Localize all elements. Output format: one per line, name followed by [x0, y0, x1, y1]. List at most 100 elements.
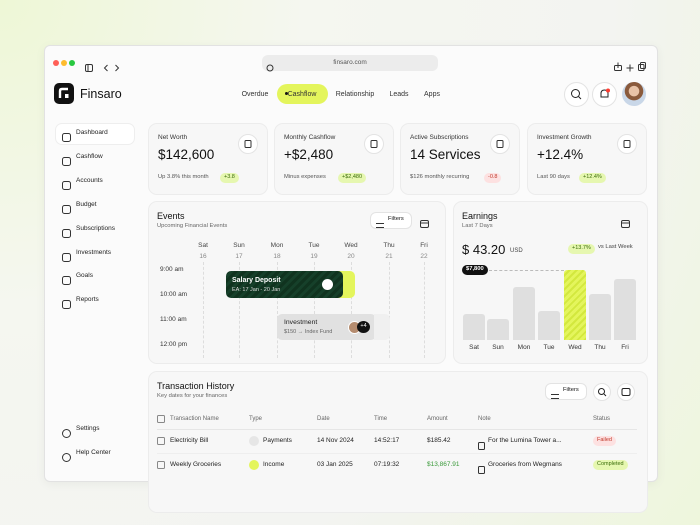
- icon-glyph: [62, 453, 71, 462]
- card-note: Minus expenses: [284, 174, 326, 180]
- row-checkbox[interactable]: [157, 437, 165, 445]
- day-name: Sun: [233, 242, 245, 249]
- column-header[interactable]: Type: [249, 416, 263, 422]
- row-divider: [157, 453, 637, 454]
- tabs-button[interactable]: [638, 58, 646, 71]
- event-detail: $150 → Index Fund: [284, 329, 333, 335]
- notification-button[interactable]: [592, 82, 617, 107]
- calendar-button[interactable]: [420, 215, 429, 228]
- card-badge: +12.4%: [579, 173, 606, 183]
- bar-value-label: $7,800: [462, 265, 488, 275]
- nav-item[interactable]: Leads: [389, 91, 409, 98]
- icon-glyph: [62, 205, 71, 214]
- bar: [513, 287, 535, 340]
- transaction-name: Electricity Bill: [170, 437, 209, 444]
- bar: [589, 294, 611, 340]
- nav-item[interactable]: Cashflow: [287, 91, 317, 98]
- column-header[interactable]: Transaction Name: [170, 416, 219, 422]
- calendar-button[interactable]: [617, 383, 635, 401]
- column-header[interactable]: Date: [317, 416, 330, 422]
- events-subtitle: Upcoming Financial Events: [157, 223, 228, 229]
- event-title: Salary Deposit: [232, 277, 281, 284]
- day-gridline: [351, 262, 352, 358]
- card-glyph: [623, 140, 631, 148]
- card-icon: [238, 134, 258, 154]
- earnings-change: +13.7%: [568, 244, 595, 254]
- day-gridline: [203, 262, 204, 358]
- bar-label: Sun: [492, 344, 504, 351]
- calendar-button[interactable]: [621, 215, 630, 228]
- search-button[interactable]: [593, 383, 611, 401]
- back-button[interactable]: [103, 59, 109, 72]
- share-button[interactable]: [614, 58, 622, 71]
- card-note: $126 monthly recurring: [410, 174, 470, 180]
- search-button[interactable]: [564, 82, 589, 107]
- logo-glyph: [58, 87, 69, 98]
- transaction-name: Weekly Groceries: [170, 461, 222, 468]
- nav-active-dot: [285, 92, 288, 95]
- app-name: Finsaro: [80, 87, 122, 101]
- table-cell: 14 Nov 2024: [317, 437, 354, 444]
- sidebar-item[interactable]: Subscriptions: [76, 225, 116, 232]
- table-cell: 03 Jan 2025: [317, 461, 353, 468]
- nav-item[interactable]: Relationship: [335, 91, 375, 98]
- bar-label: Fri: [621, 344, 629, 351]
- card-note: Up 3.8% this month: [158, 174, 209, 180]
- sidebar-toggle[interactable]: [85, 59, 93, 72]
- column-header[interactable]: Note: [478, 416, 491, 422]
- day-date: 20: [347, 253, 355, 260]
- column-header[interactable]: Status: [593, 416, 611, 422]
- day-gridline: [314, 262, 315, 358]
- sidebar-item[interactable]: Accounts: [76, 177, 103, 184]
- logo-mark: [54, 83, 74, 104]
- header-divider: [157, 429, 637, 430]
- sidebar-item[interactable]: Budget: [76, 201, 97, 208]
- forward-button[interactable]: [114, 59, 120, 72]
- sidebar-icon: [62, 449, 71, 462]
- column-header[interactable]: Amount: [427, 416, 448, 422]
- type-icon: [249, 436, 259, 446]
- sidebar-item[interactable]: Help Center: [76, 449, 111, 456]
- sidebar-icon: [62, 225, 71, 238]
- window-dot: [61, 60, 67, 66]
- card-value: $142,600: [158, 147, 215, 162]
- new-tab-button[interactable]: [626, 59, 634, 72]
- card-glyph: [244, 140, 252, 148]
- sidebar-item[interactable]: Settings: [76, 425, 100, 432]
- sidebar-icon: [62, 201, 71, 214]
- sidebar-item[interactable]: Investments: [76, 249, 112, 256]
- events-filter-button[interactable]: [370, 212, 412, 229]
- sidebar-item[interactable]: Dashboard: [76, 129, 108, 136]
- card-glyph: [496, 140, 504, 148]
- day-date: 17: [235, 253, 243, 260]
- day-gridline: [239, 262, 240, 358]
- row-checkbox[interactable]: [157, 461, 165, 469]
- search-glyph: [598, 388, 607, 397]
- card-title: Active Subscriptions: [410, 134, 469, 141]
- status-badge: Failed: [593, 436, 616, 446]
- sidebar-item[interactable]: Reports: [76, 296, 99, 303]
- sidebar-item[interactable]: Goals: [76, 272, 93, 279]
- sidebar-item[interactable]: Cashflow: [76, 153, 103, 160]
- card-title: Monthly Cashflow: [284, 134, 336, 141]
- header-checkbox[interactable]: [157, 415, 165, 423]
- nav-active-pill: [277, 84, 328, 104]
- sidebar-icon: [62, 129, 71, 142]
- column-header[interactable]: Time: [374, 416, 388, 422]
- icon-glyph: [626, 64, 634, 72]
- icon-glyph: [62, 429, 71, 438]
- nav-item[interactable]: Apps: [424, 91, 440, 98]
- event-block-tail: [374, 314, 390, 340]
- card-icon: [364, 134, 384, 154]
- sidebar-active-bg: [55, 123, 135, 145]
- url-bar[interactable]: [262, 55, 438, 71]
- sidebar-icon: [62, 425, 71, 438]
- url-icon: [266, 59, 274, 72]
- user-avatar[interactable]: [622, 82, 646, 106]
- event-detail: EA: 17 Jan - 20 Jan: [232, 287, 281, 293]
- nav-item[interactable]: Overdue: [241, 91, 269, 98]
- earnings-currency: USD: [510, 248, 523, 254]
- transactions-filter-button[interactable]: [545, 383, 587, 400]
- earnings-title: Earnings: [462, 211, 498, 221]
